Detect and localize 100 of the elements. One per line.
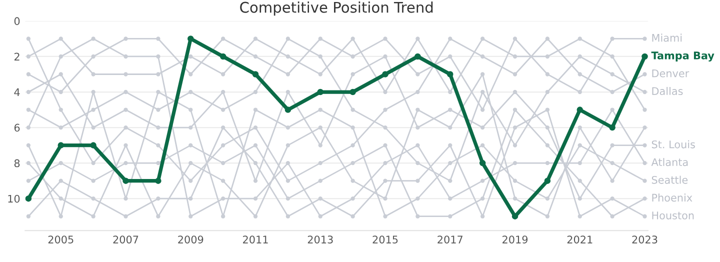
point: [286, 178, 290, 183]
point: [350, 178, 355, 183]
point: [318, 196, 322, 201]
point: [253, 54, 258, 59]
point: [383, 214, 388, 218]
point: [188, 196, 193, 201]
point: [26, 125, 31, 130]
point: [512, 125, 518, 130]
point: [383, 160, 388, 166]
point: [416, 36, 420, 41]
point: [448, 160, 452, 166]
point: [350, 72, 355, 76]
point: [610, 214, 614, 218]
point: [480, 36, 485, 41]
point: [480, 54, 485, 59]
point: [642, 143, 647, 148]
point: [58, 178, 63, 183]
point: [26, 108, 31, 112]
point: [58, 142, 64, 148]
point: [578, 72, 582, 76]
point: [512, 36, 518, 41]
point: [58, 54, 63, 59]
point: [350, 88, 356, 96]
point: [383, 36, 388, 41]
point: [416, 90, 420, 94]
point: [124, 160, 128, 166]
point: [156, 143, 160, 148]
point: [58, 108, 63, 112]
x-tick-label: 2017: [438, 236, 462, 244]
point: [91, 90, 96, 94]
point: [318, 178, 322, 183]
point: [286, 196, 290, 201]
x-tick-label: 2007: [113, 236, 138, 244]
point: [220, 108, 226, 112]
point: [188, 72, 193, 76]
point: [286, 214, 290, 218]
point: [610, 160, 614, 166]
point: [318, 72, 322, 76]
y-tick-label: 2: [14, 52, 20, 60]
point: [318, 143, 322, 148]
point: [350, 36, 355, 41]
point: [220, 178, 226, 183]
point: [448, 143, 452, 148]
series-label: Houston: [652, 212, 694, 220]
point: [90, 142, 96, 148]
point: [91, 54, 96, 59]
point: [58, 72, 63, 76]
point: [58, 125, 63, 130]
point: [220, 196, 226, 201]
point: [317, 88, 324, 96]
point: [642, 196, 647, 201]
point: [124, 214, 128, 218]
point: [253, 196, 258, 201]
point: [188, 125, 193, 130]
point: [642, 72, 647, 76]
point: [512, 196, 518, 201]
point: [383, 90, 388, 94]
point: [252, 71, 259, 78]
point: [480, 72, 485, 76]
point: [545, 160, 550, 166]
point: [220, 143, 226, 148]
point: [188, 143, 193, 148]
point: [416, 108, 420, 112]
point: [286, 36, 290, 41]
point: [610, 54, 614, 59]
point: [480, 143, 485, 148]
point: [512, 143, 518, 148]
point: [286, 72, 290, 76]
point: [91, 214, 96, 218]
point: [91, 160, 96, 166]
point: [220, 90, 226, 94]
point: [91, 196, 96, 201]
point: [318, 160, 322, 166]
point: [350, 108, 355, 112]
point: [26, 160, 31, 166]
x-tick-label: 2021: [567, 236, 592, 244]
point: [512, 54, 518, 59]
point: [448, 125, 452, 130]
point: [58, 214, 63, 218]
point: [284, 106, 292, 113]
point: [253, 178, 258, 183]
point: [512, 160, 518, 166]
point: [58, 90, 63, 94]
point: [318, 125, 322, 130]
point: [188, 54, 193, 59]
point: [578, 178, 582, 183]
point: [286, 54, 290, 59]
point: [545, 214, 550, 218]
x-tick-label: 2013: [308, 236, 333, 244]
point: [253, 36, 258, 41]
point: [383, 178, 388, 183]
point: [610, 143, 614, 148]
x-tick-label: 2009: [178, 236, 204, 244]
point: [91, 36, 96, 41]
point: [642, 108, 647, 112]
y-tick-label: 4: [14, 88, 20, 96]
point: [480, 196, 485, 201]
series-label: Seattle: [652, 176, 688, 184]
point: [448, 36, 452, 41]
x-tick-label: 2023: [632, 236, 658, 244]
